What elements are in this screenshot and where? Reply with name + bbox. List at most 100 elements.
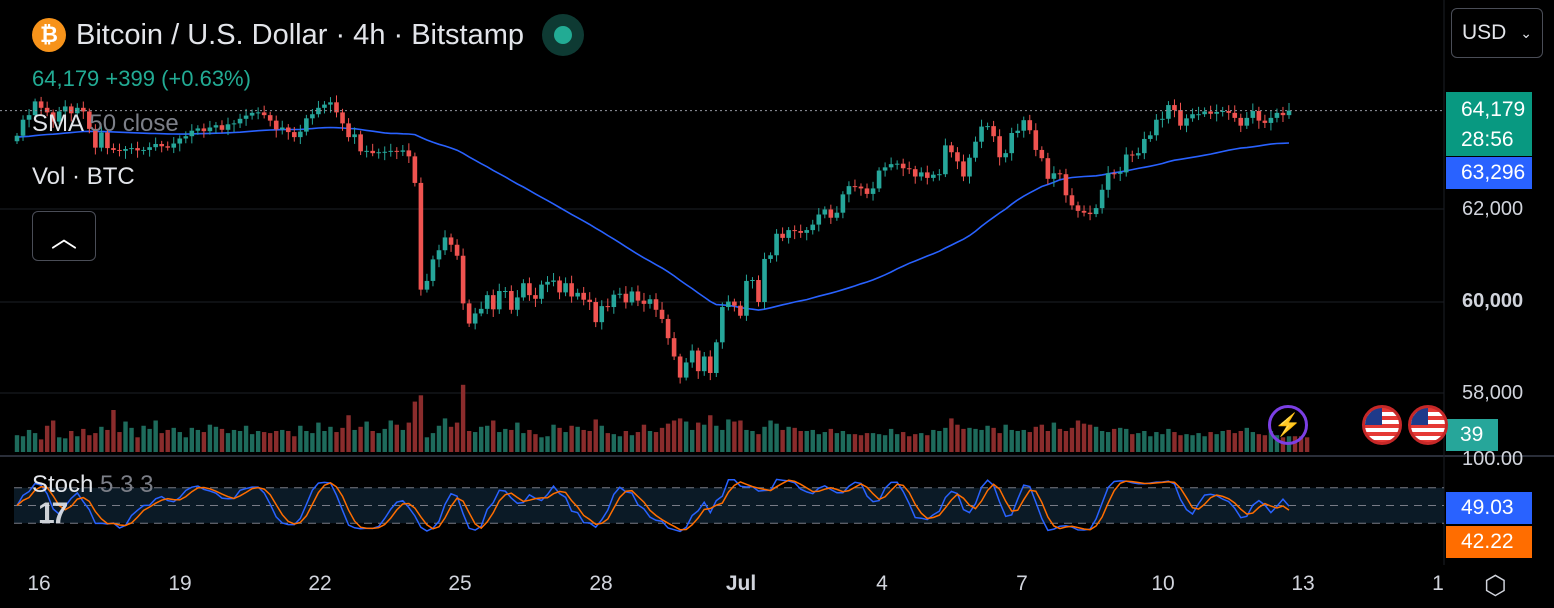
volume-bar	[1202, 436, 1207, 452]
volume-bar	[623, 431, 629, 452]
candle-body	[1087, 212, 1093, 215]
candle-body	[1111, 173, 1117, 175]
candle-body	[1081, 210, 1087, 213]
stoch-name: Stoch	[32, 471, 94, 498]
volume-bar	[1262, 435, 1268, 452]
volume-bar	[931, 429, 936, 452]
volume-bar	[1105, 432, 1111, 452]
volume-legend[interactable]: Vol · BTC	[32, 163, 135, 190]
bitcoin-icon: ₿	[32, 18, 66, 52]
candle-body	[1160, 118, 1165, 120]
volume-bar	[424, 437, 430, 452]
volume-bar	[780, 429, 785, 452]
candle-body	[364, 150, 369, 152]
candle-body	[1238, 117, 1244, 126]
volume-bar	[201, 432, 207, 452]
candle-body	[376, 152, 382, 154]
candle-body	[894, 163, 900, 165]
candle-body	[997, 136, 1002, 158]
stoch-legend[interactable]: Stoch 5 3 3	[32, 471, 153, 499]
candle-body	[44, 107, 50, 113]
settings-icon[interactable]: ⬡	[1484, 570, 1507, 600]
volume-bar	[376, 433, 381, 452]
volume-bar	[907, 436, 912, 452]
candle-body	[665, 318, 671, 339]
volume-bar	[69, 431, 74, 452]
event-lightning-icon[interactable]: ⚡	[1268, 405, 1308, 445]
sma-legend[interactable]: SMA 50 close	[32, 110, 179, 138]
candle-body	[726, 301, 731, 308]
volume-bar	[346, 415, 351, 452]
volume-bar	[207, 424, 213, 452]
volume-bar	[56, 437, 62, 452]
candle-body	[177, 138, 183, 144]
candle-body	[707, 356, 713, 373]
volume-bar	[497, 432, 502, 452]
volume-bar	[641, 424, 647, 452]
volume-bar	[159, 433, 164, 452]
candle-body	[424, 280, 430, 290]
volume-bar	[231, 429, 237, 452]
candle-body	[533, 295, 538, 299]
candle-body	[527, 283, 532, 296]
candle-body	[1142, 138, 1147, 154]
candle-body	[165, 146, 171, 148]
candle-body	[967, 157, 972, 177]
volume-bar	[1190, 435, 1195, 452]
candle-body	[273, 120, 279, 130]
currency-select[interactable]: USD ⌄	[1451, 8, 1543, 58]
collapse-legend-button[interactable]: ︿	[32, 211, 96, 261]
volume-bar	[105, 429, 110, 452]
candle-body	[1214, 111, 1219, 114]
volume-bar	[75, 436, 80, 452]
volume-bar	[418, 395, 424, 452]
candle-body	[50, 112, 56, 122]
candle-body	[949, 145, 954, 153]
volume-bar	[961, 428, 966, 452]
candle-body	[490, 295, 496, 310]
volume-bar	[466, 431, 472, 452]
candle-body	[852, 186, 858, 188]
candle-body	[1256, 111, 1262, 121]
volume-bar	[298, 425, 303, 452]
volume-bar	[1015, 431, 1020, 452]
candle-body	[430, 259, 436, 281]
symbol-title[interactable]: Bitcoin / U.S. Dollar · 4h · Bitstamp	[76, 18, 525, 51]
volume-bar	[894, 434, 900, 452]
volume-bar	[925, 435, 930, 452]
volume-bar	[304, 431, 309, 452]
candle-body	[279, 127, 285, 130]
us-flag-icon[interactable]	[1362, 405, 1402, 445]
volume-bar	[472, 432, 478, 452]
volume-bar	[1292, 436, 1298, 452]
candle-body	[677, 356, 683, 378]
volume-bar	[1124, 428, 1129, 452]
stoch-d-tag: 42.22	[1446, 526, 1532, 558]
currency-label: USD	[1462, 21, 1507, 44]
volume-bar	[919, 433, 924, 452]
volume-bar	[762, 426, 767, 452]
volume-bar	[1268, 431, 1274, 452]
candle-body	[647, 299, 653, 304]
candle-body	[521, 283, 526, 298]
candle-body	[62, 106, 68, 112]
x-tick: 1	[1432, 572, 1444, 595]
candle-body	[1244, 117, 1250, 126]
candle-body	[509, 291, 514, 310]
candle-body	[581, 292, 586, 300]
volume-bar	[810, 429, 815, 452]
symbol-header: ₿ Bitcoin / U.S. Dollar · 4h · Bitstamp	[32, 14, 585, 56]
candle-body	[243, 115, 249, 119]
candle-body	[472, 313, 478, 324]
volume-bar	[358, 426, 363, 452]
volume-bar	[521, 433, 526, 452]
volume-bar	[1274, 435, 1280, 452]
volume-bar	[804, 431, 809, 452]
volume-bar	[1075, 420, 1081, 452]
candle-body	[973, 141, 978, 158]
volume-bar	[213, 426, 219, 452]
volume-bar	[967, 427, 972, 452]
candle-body	[412, 156, 418, 183]
us-flag-icon[interactable]	[1408, 405, 1448, 445]
